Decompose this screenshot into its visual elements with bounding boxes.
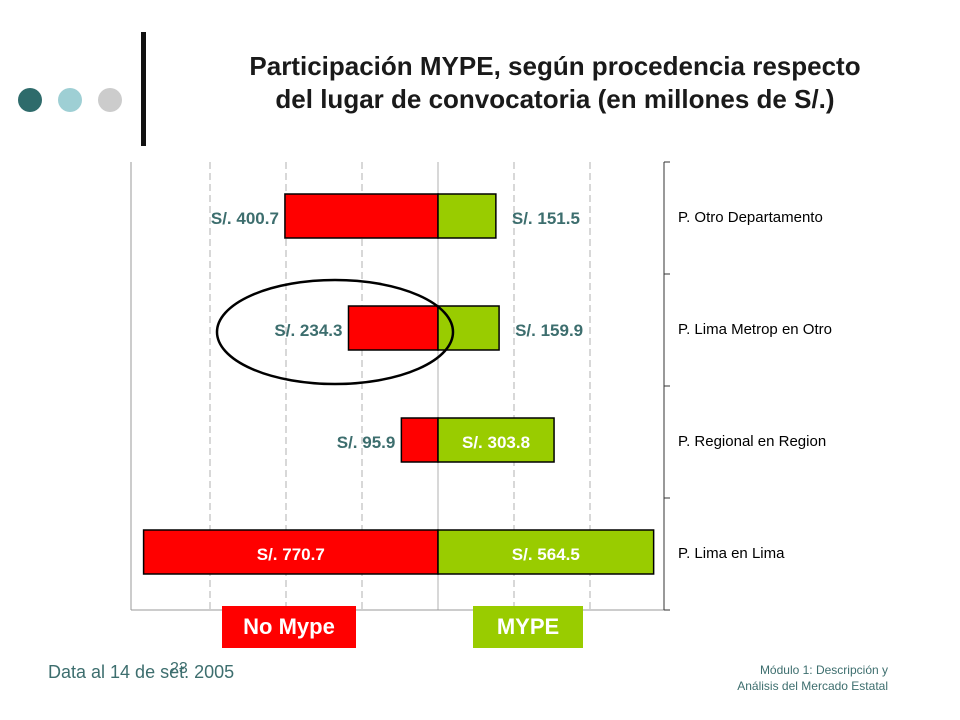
- slide-number: 23: [170, 660, 188, 677]
- dot-gray: [98, 88, 122, 112]
- title-line-2: del lugar de convocatoria (en millones d…: [275, 84, 835, 114]
- highlight-ellipse: [215, 278, 455, 386]
- module-footer: Módulo 1: Descripción y Análisis del Mer…: [680, 662, 888, 694]
- module-footer-line-2: Análisis del Mercado Estatal: [737, 679, 888, 693]
- category-label: P. Lima en Lima: [678, 545, 785, 562]
- data-label-no-mype: S/. 234.3: [274, 321, 342, 340]
- bar-mype: [437, 417, 555, 463]
- data-label-mype: S/. 151.5: [512, 209, 580, 228]
- category-label: P. Regional en Region: [678, 433, 826, 450]
- bar-no-mype: [347, 305, 439, 351]
- data-label-no-mype: S/. 770.7: [257, 545, 325, 564]
- data-label-mype: S/. 303.8: [462, 433, 530, 452]
- data-label-no-mype: S/. 400.7: [211, 209, 279, 228]
- bar-no-mype: [142, 529, 439, 575]
- bar-mype: [437, 305, 500, 351]
- data-date-note: Data al 14 de set. 2005: [48, 662, 235, 682]
- data-label-no-mype: S/. 95.9: [337, 433, 396, 452]
- module-footer-line-1: Módulo 1: Descripción y: [759, 663, 888, 677]
- title-line-1: Participación MYPE, según procedencia re…: [249, 51, 861, 81]
- data-label-mype: S/. 159.9: [515, 321, 583, 340]
- slide-title: Participación MYPE, según procedencia re…: [160, 50, 950, 116]
- data-label-mype: S/. 564.5: [512, 545, 580, 564]
- category-label: P. Otro Departamento: [678, 209, 823, 226]
- bar-no-mype: [400, 417, 439, 463]
- legend-mype: MYPE: [473, 606, 583, 648]
- dot-dark: [18, 88, 42, 112]
- dot-light-blue: [58, 88, 82, 112]
- bar-no-mype: [284, 193, 439, 239]
- title-divider: [141, 32, 146, 146]
- bar-mype: [437, 529, 655, 575]
- bar-mype: [437, 193, 497, 239]
- legend-no-mype: No Mype: [222, 606, 356, 648]
- category-label: P. Lima Metrop en Otro: [678, 321, 832, 338]
